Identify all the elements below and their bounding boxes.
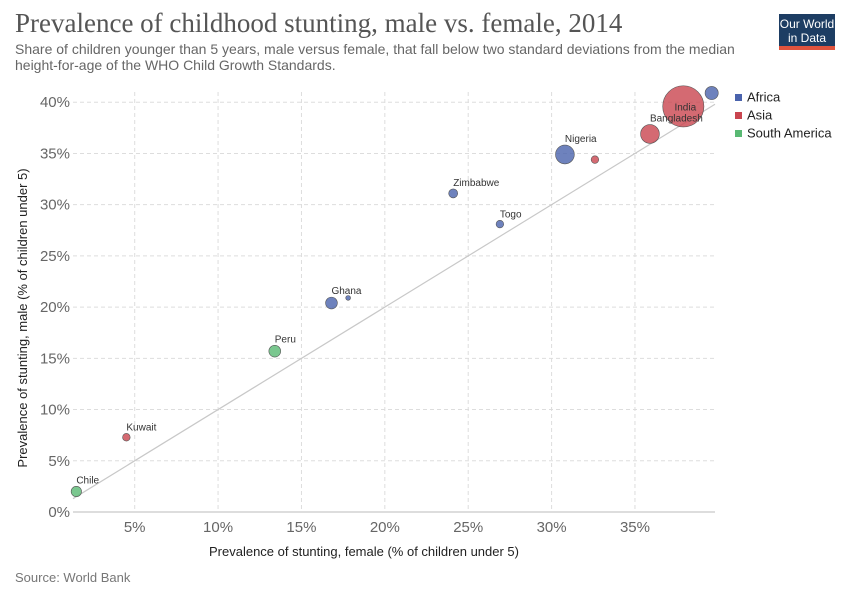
x-tick-label: 30%	[537, 519, 567, 536]
data-point[interactable]	[555, 144, 575, 165]
point-label: Nigeria	[565, 134, 597, 145]
y-tick-label: 0%	[48, 504, 70, 521]
y-axis-title: Prevalence of stunting, male (% of child…	[15, 168, 30, 467]
legend-label[interactable]: Asia	[747, 108, 773, 123]
point-label: India	[674, 102, 696, 113]
chart-title: Prevalence of childhood stunting, male v…	[15, 8, 623, 38]
point-label: Zimbabwe	[453, 178, 500, 189]
chart-subtitle: Share of children younger than 5 years, …	[15, 41, 735, 73]
y-tick-label: 35%	[40, 145, 70, 162]
x-tick-label: 10%	[203, 519, 233, 536]
point-label: Bangladesh	[650, 114, 703, 125]
point-label: Chile	[76, 475, 99, 486]
point-label: Kuwait	[126, 422, 156, 433]
owid-logo[interactable]: Our World in Data	[779, 14, 835, 50]
data-point[interactable]	[662, 85, 705, 128]
x-axis-title: Prevalence of stunting, female (% of chi…	[209, 544, 519, 559]
y-tick-label: 20%	[40, 299, 70, 316]
legend-label[interactable]: Africa	[747, 90, 781, 105]
point-label: Ghana	[331, 286, 361, 297]
y-tick-label: 30%	[40, 197, 70, 214]
data-point[interactable]	[704, 86, 719, 100]
legend-swatch	[735, 94, 742, 101]
data-point[interactable]	[590, 155, 600, 164]
source-note: Source: World Bank	[15, 570, 131, 585]
legend-swatch	[735, 130, 742, 137]
y-tick-label: 40%	[40, 94, 70, 111]
legend-swatch	[735, 112, 742, 119]
y-tick-label: 10%	[40, 402, 70, 419]
reference-line	[72, 103, 716, 500]
data-point[interactable]	[70, 486, 82, 498]
data-point[interactable]	[448, 188, 458, 199]
x-tick-label: 25%	[453, 519, 483, 536]
data-point[interactable]	[345, 295, 351, 301]
logo-accent-bar	[779, 46, 835, 50]
logo-line-2: in Data	[787, 31, 827, 45]
legend-label[interactable]: South America	[747, 126, 832, 141]
axis-ticks: 0% 5% 10% 15% 20% 25% 30% 35% 40% 5% 10% 15% 20% 25% 3…	[40, 94, 650, 536]
data-points	[70, 85, 719, 498]
x-tick-label: 35%	[620, 519, 650, 536]
x-tick-label: 20%	[370, 519, 400, 536]
point-label: Peru	[275, 334, 296, 345]
x-tick-label: 5%	[124, 519, 146, 536]
data-point[interactable]	[495, 220, 504, 229]
data-point[interactable]	[122, 433, 131, 442]
y-tick-label: 5%	[48, 453, 70, 470]
y-tick-label: 25%	[40, 248, 70, 265]
legend: Africa Asia South America	[735, 90, 832, 141]
point-label: Togo	[500, 209, 522, 220]
data-point[interactable]	[268, 344, 281, 358]
grid-lines	[73, 92, 715, 513]
equality-line	[72, 103, 716, 500]
data-point[interactable]	[640, 124, 660, 144]
y-tick-label: 15%	[40, 350, 70, 367]
x-tick-label: 15%	[286, 519, 316, 536]
logo-line-1: Our World	[779, 17, 835, 31]
data-point[interactable]	[325, 296, 338, 310]
